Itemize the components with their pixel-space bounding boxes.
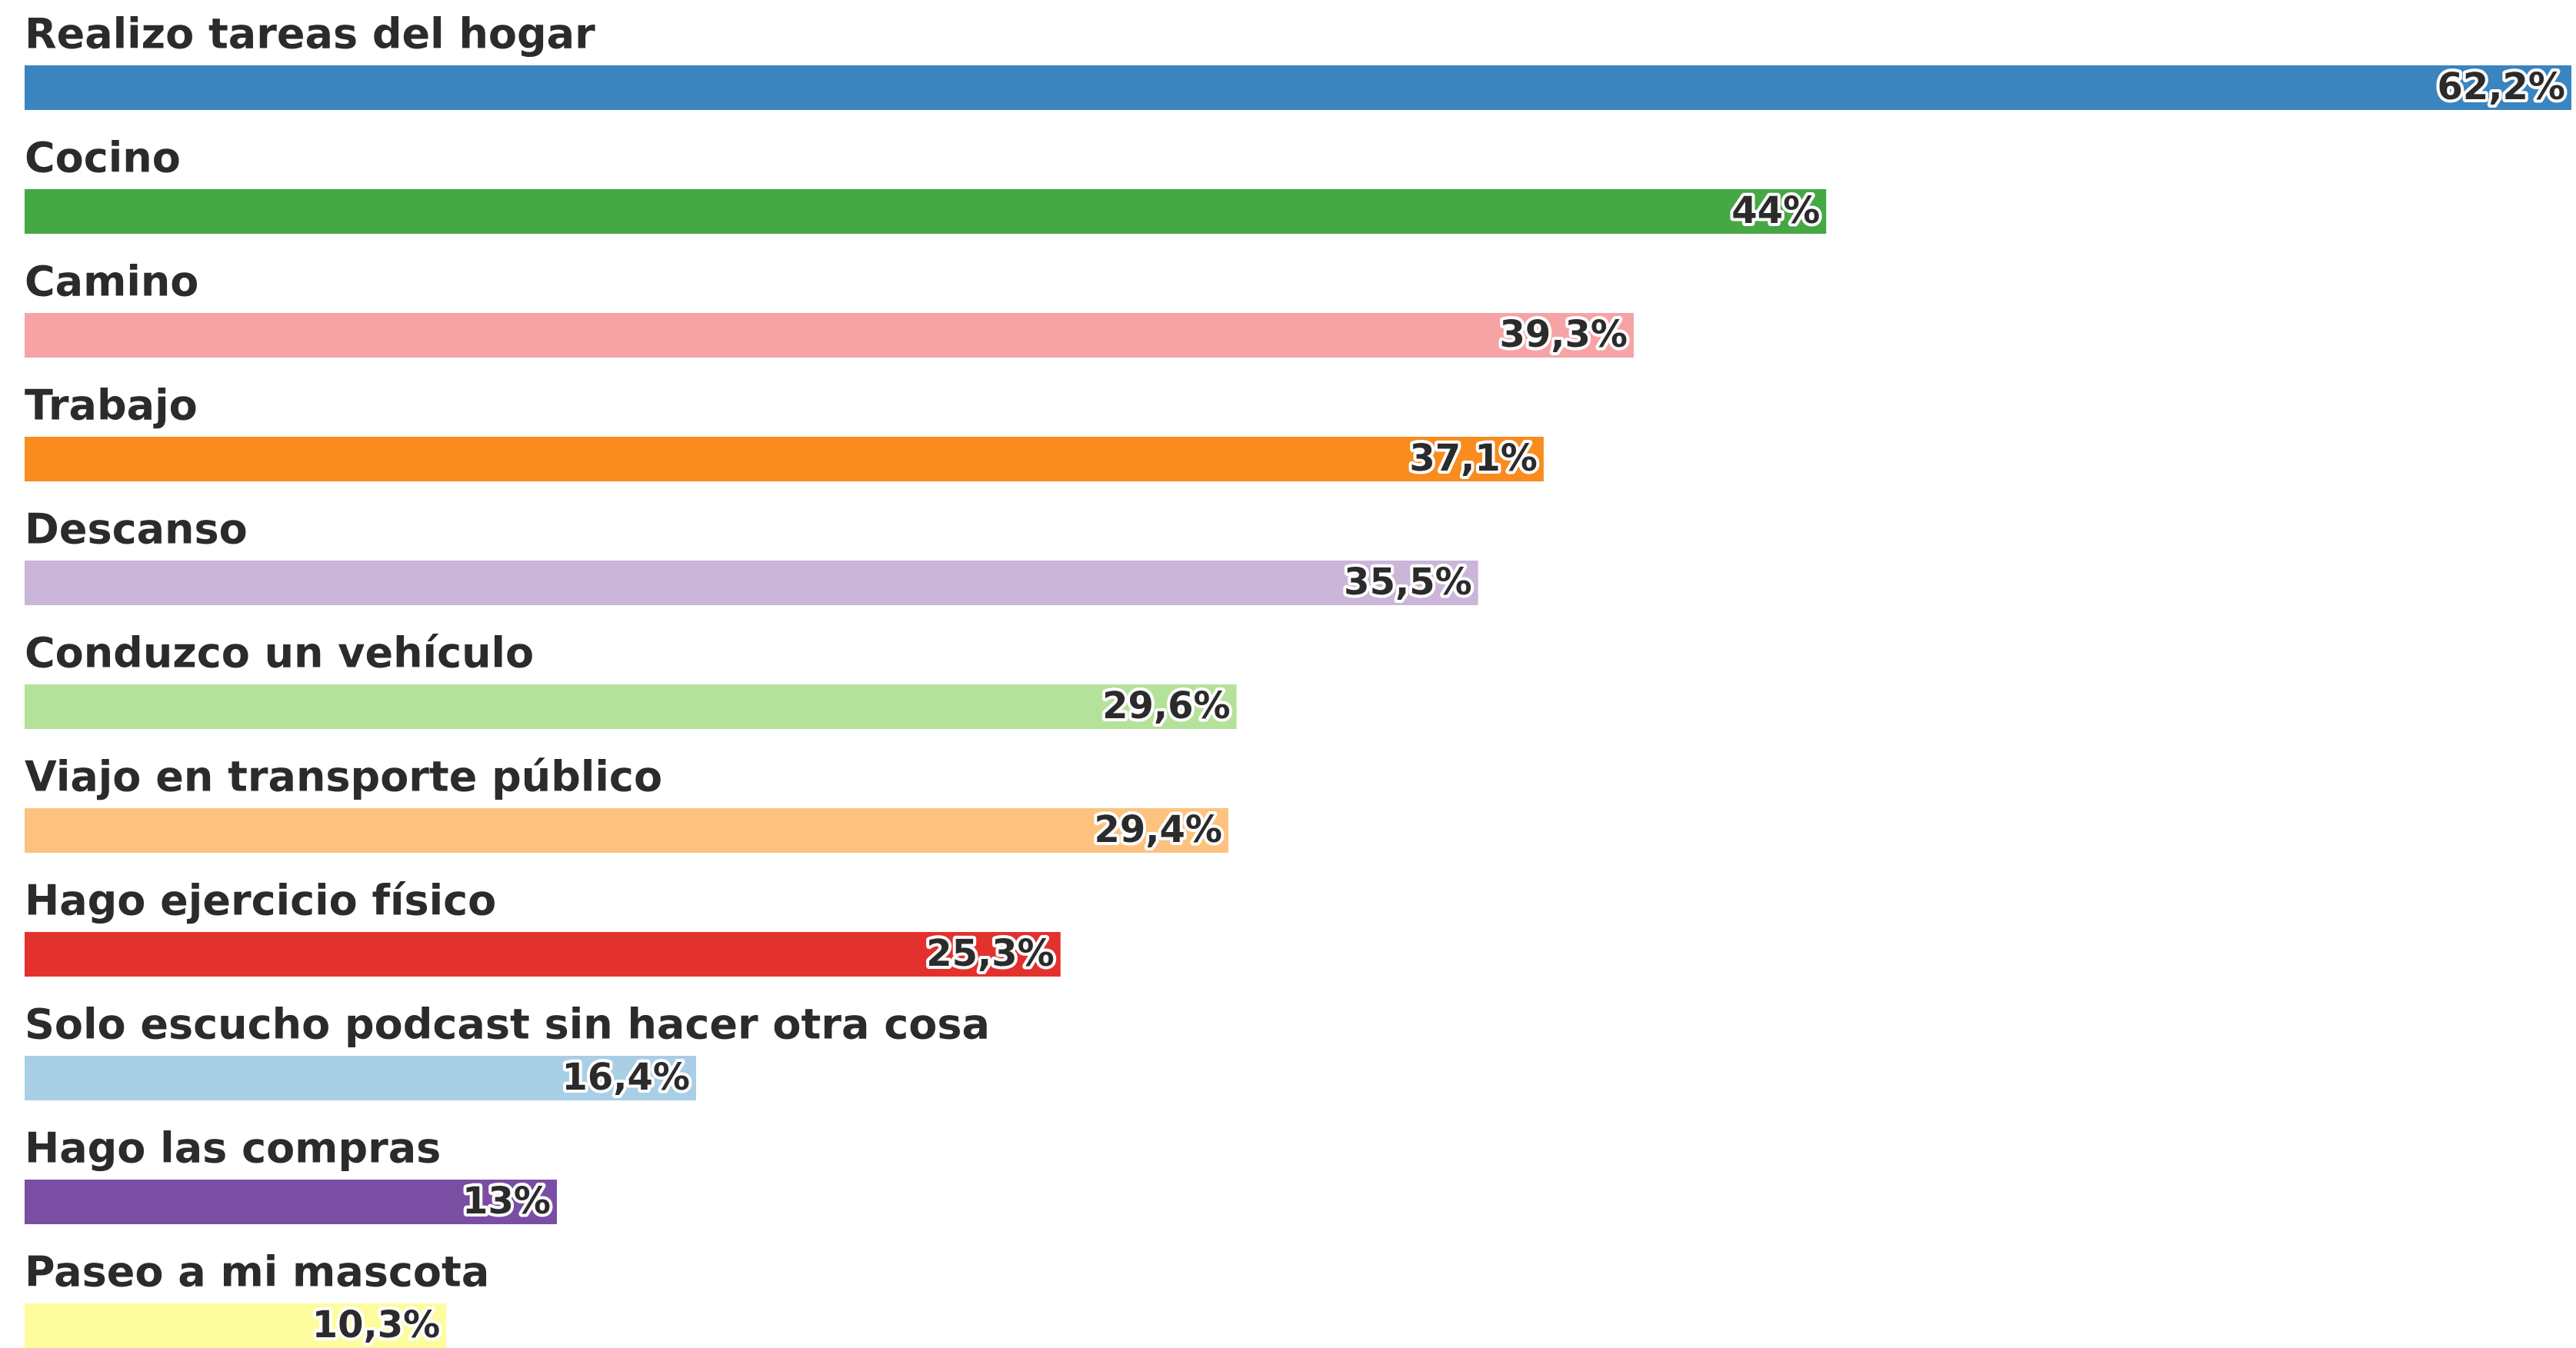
category-label: Cocino (25, 134, 181, 182)
value-label: 16,4% (562, 1056, 690, 1099)
category-label: Hago ejercicio físico (25, 877, 496, 925)
value-label: 35,5% (1344, 561, 1472, 604)
bar (25, 808, 1229, 853)
value-label: 25,3% (926, 932, 1055, 975)
bar (25, 1180, 558, 1224)
bar (25, 1056, 696, 1100)
value-label: 39,3% (1499, 313, 1628, 356)
category-label: Viajo en transporte público (25, 753, 662, 801)
category-label: Hago las compras (25, 1124, 441, 1173)
bar (25, 189, 1827, 234)
value-label: 37,1% (1409, 437, 1538, 480)
category-label: Descanso (25, 505, 248, 554)
value-label: 10,3% (312, 1303, 441, 1346)
bar (25, 65, 2571, 110)
category-label: Camino (25, 258, 198, 306)
value-label: 29,6% (1102, 684, 1231, 727)
value-label: 44% (1731, 189, 1820, 232)
bar (25, 684, 1237, 729)
bar (25, 313, 1634, 358)
category-label: Solo escucho podcast sin hacer otra cosa (25, 1000, 990, 1049)
category-label: Trabajo (25, 381, 198, 430)
value-label: 62,2% (2437, 65, 2565, 108)
bar (25, 1303, 447, 1348)
value-label: 29,4% (1094, 808, 1222, 851)
bar (25, 437, 1544, 481)
category-label: Realizo tareas del hogar (25, 10, 595, 58)
bar (25, 561, 1478, 605)
category-label: Conduzco un vehículo (25, 629, 534, 677)
category-label: Paseo a mi mascota (25, 1248, 489, 1296)
value-label: 13% (462, 1180, 551, 1223)
bar (25, 932, 1061, 977)
